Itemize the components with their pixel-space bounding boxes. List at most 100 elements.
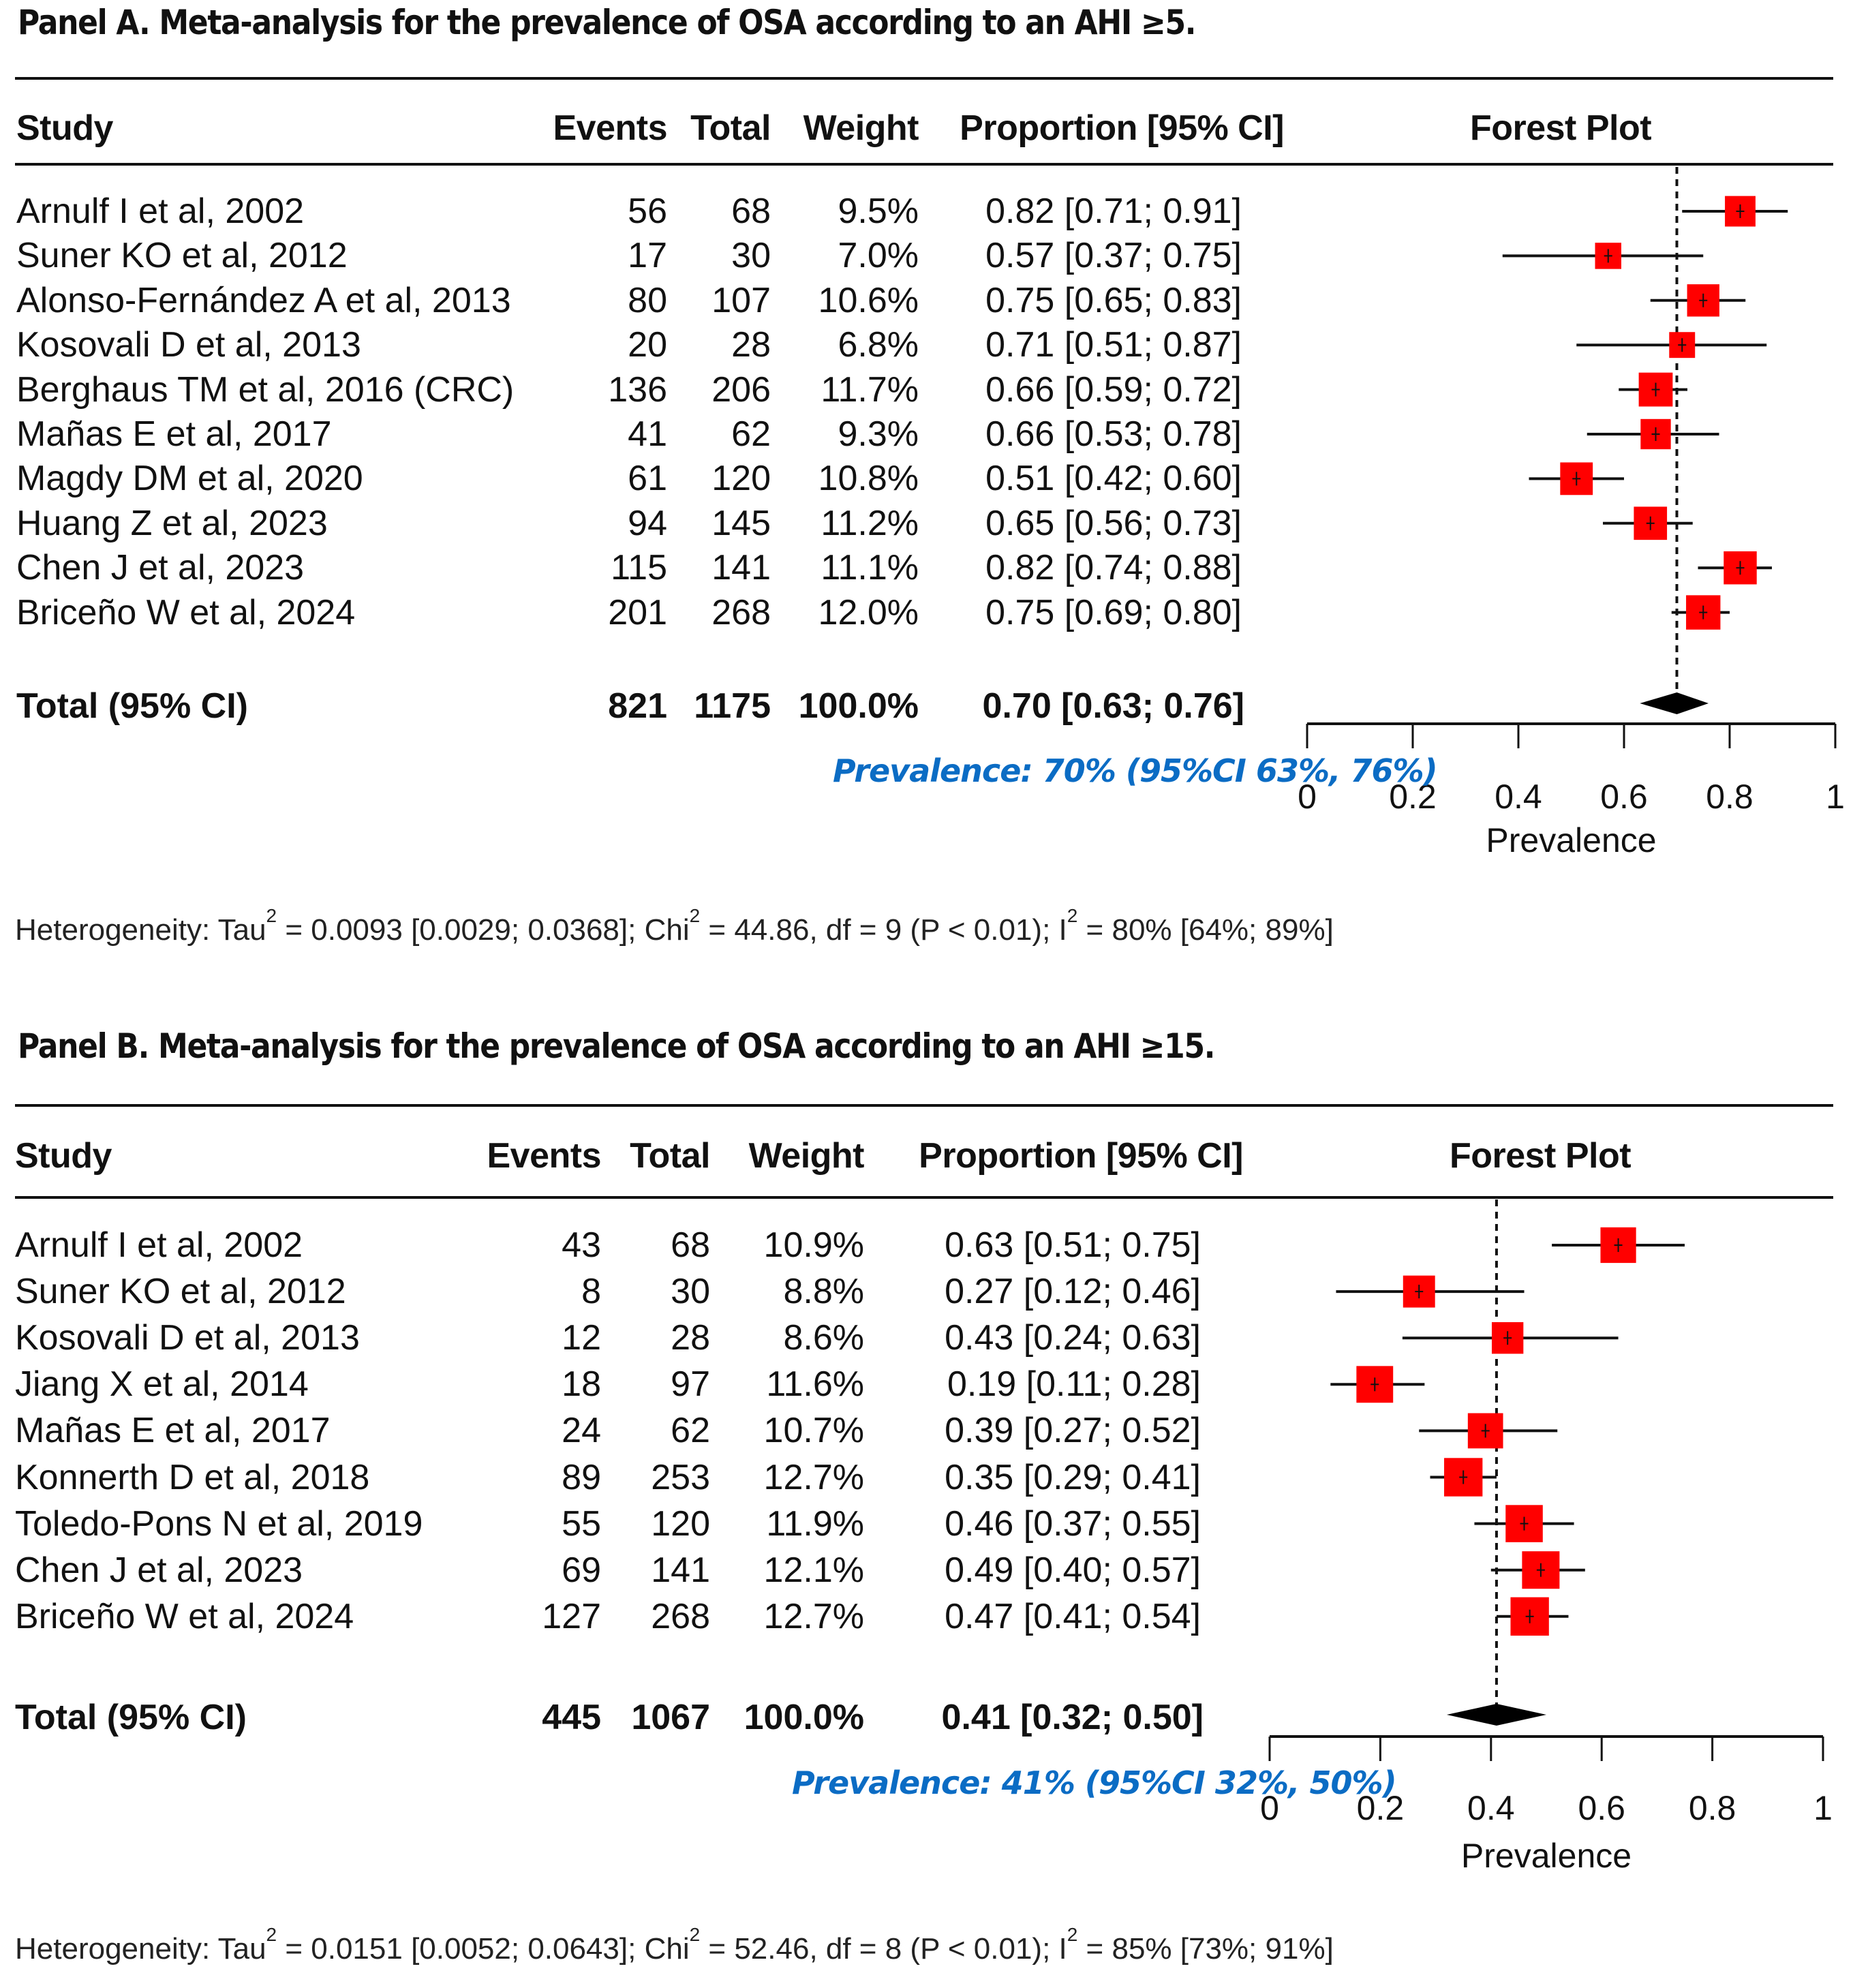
study-proportion-ci: 0.66 [0.53; 0.78] [985,414,1242,454]
study-events: 56 [628,192,667,231]
column-header-weight: Weight [748,1136,865,1176]
study-proportion-ci: 0.19 [0.11; 0.28] [947,1364,1201,1405]
study-name: Kosovali D et al, 2013 [16,325,361,365]
study-weight: 11.1% [821,548,919,588]
study-events: 61 [628,459,667,499]
heterogeneity-text: = 0.0151 [0.0052; 0.0643]; Chi [277,1932,690,1966]
study-weight: 11.6% [766,1364,864,1405]
study-events: 43 [562,1225,601,1265]
study-total: 30 [671,1272,710,1312]
pooled-estimate-diamond [1640,692,1709,714]
study-proportion-ci: 0.35 [0.29; 0.41] [945,1457,1201,1497]
x-tick-label: 0.8 [1689,1789,1736,1827]
column-header-weight: Weight [803,108,919,148]
prevalence-summary-note: Prevalence: 41% (95%CI 32%, 50%) [792,1764,1397,1801]
study-weight: 7.0% [838,236,919,276]
superscript-2: 2 [1067,905,1078,926]
study-weight: 11.9% [766,1503,864,1544]
study-events: 24 [562,1411,601,1451]
study-total: 107 [711,280,771,320]
heterogeneity-text: Heterogeneity: Tau [15,913,266,947]
study-name: Huang Z et al, 2023 [16,503,328,543]
study-weight: 11.7% [821,369,919,410]
study-events: 94 [628,503,667,543]
study-name: Toledo-Pons N et al, 2019 [15,1503,423,1544]
study-proportion-ci: 0.27 [0.12; 0.46] [945,1272,1201,1312]
study-weight: 12.7% [763,1596,864,1636]
total-proportion-ci: 0.41 [0.32; 0.50] [941,1698,1204,1737]
study-name: Suner KO et al, 2012 [15,1272,346,1312]
study-total: 28 [731,325,771,365]
panel-a-header-rule [15,163,1833,166]
study-proportion-ci: 0.51 [0.42; 0.60] [985,459,1242,499]
study-proportion-ci: 0.82 [0.74; 0.88] [985,548,1242,588]
study-total: 268 [711,592,771,632]
heterogeneity-text: = 44.86, df = 9 (P < 0.01); I [700,913,1067,947]
study-name: Arnulf I et al, 2002 [15,1225,303,1265]
heterogeneity-text: = 85% [73%; 91%] [1077,1932,1334,1966]
total-weight: 100.0% [798,686,919,726]
study-name: Suner KO et al, 2012 [16,236,348,276]
study-name: Magdy DM et al, 2020 [16,459,363,499]
x-tick-label: 0.6 [1600,778,1648,816]
column-header-events: Events [487,1136,601,1176]
study-total: 62 [671,1411,710,1451]
heterogeneity-text: = 80% [64%; 89%] [1077,913,1334,947]
total-proportion-ci: 0.70 [0.63; 0.76] [982,686,1244,726]
superscript-2: 2 [1067,1924,1078,1945]
study-name: Alonso-Fernández A et al, 2013 [16,280,511,320]
study-weight: 10.9% [763,1225,864,1265]
study-total: 68 [671,1225,710,1265]
study-proportion-ci: 0.75 [0.69; 0.80] [985,592,1242,632]
study-events: 80 [628,280,667,320]
study-total: 68 [731,192,771,231]
study-total: 62 [731,414,771,454]
study-weight: 11.2% [821,503,919,543]
study-name: Chen J et al, 2023 [15,1550,303,1590]
study-proportion-ci: 0.66 [0.59; 0.72] [985,369,1242,410]
column-header-study: Study [16,108,113,148]
study-events: 18 [562,1364,601,1405]
study-events: 89 [562,1457,601,1497]
study-events: 55 [562,1503,601,1544]
study-name: Arnulf I et al, 2002 [16,192,305,231]
x-tick-label: 0.6 [1578,1789,1625,1827]
total-events: 445 [542,1698,601,1737]
column-header-proportion: Proportion [95% CI] [919,1136,1243,1176]
study-events: 201 [608,592,667,632]
study-total: 268 [651,1596,710,1636]
study-weight: 10.8% [818,459,919,499]
panel-a-title: Panel A. Meta-analysis for the prevalenc… [18,3,1197,42]
column-header-forest-plot: Forest Plot [1469,108,1652,148]
column-header-forest-plot: Forest Plot [1449,1136,1632,1176]
study-events: 136 [608,369,667,410]
panel-b-header-rule [15,1196,1833,1199]
study-name: Mañas E et al, 2017 [16,414,332,454]
column-header-study: Study [15,1136,112,1176]
study-weight: 8.8% [783,1272,864,1312]
study-weight: 8.6% [783,1318,864,1358]
x-tick-label: 0.8 [1706,778,1754,816]
x-tick-label: 0.4 [1467,1789,1515,1827]
study-total: 145 [711,503,771,543]
study-total: 30 [731,236,771,276]
study-total: 120 [651,1503,710,1544]
study-events: 17 [628,236,667,276]
study-proportion-ci: 0.65 [0.56; 0.73] [985,503,1242,543]
superscript-2: 2 [266,1924,277,1945]
study-total: 141 [651,1550,710,1590]
study-proportion-ci: 0.47 [0.41; 0.54] [945,1596,1201,1636]
heterogeneity-text: Heterogeneity: Tau [15,1932,266,1966]
study-weight: 12.0% [818,592,919,632]
superscript-2: 2 [689,905,701,926]
total-weight: 100.0% [744,1698,864,1737]
column-header-proportion: Proportion [95% CI] [960,108,1284,148]
study-total: 28 [671,1318,710,1358]
study-name: Chen J et al, 2023 [16,548,305,588]
panel-b-title: Panel B. Meta-analysis for the prevalenc… [18,1026,1215,1066]
superscript-2: 2 [689,1924,701,1945]
study-total: 141 [711,548,771,588]
heterogeneity-text: = 0.0093 [0.0029; 0.0368]; Chi [277,913,690,947]
column-header-total: Total [630,1136,710,1176]
total-total: 1067 [631,1698,710,1737]
